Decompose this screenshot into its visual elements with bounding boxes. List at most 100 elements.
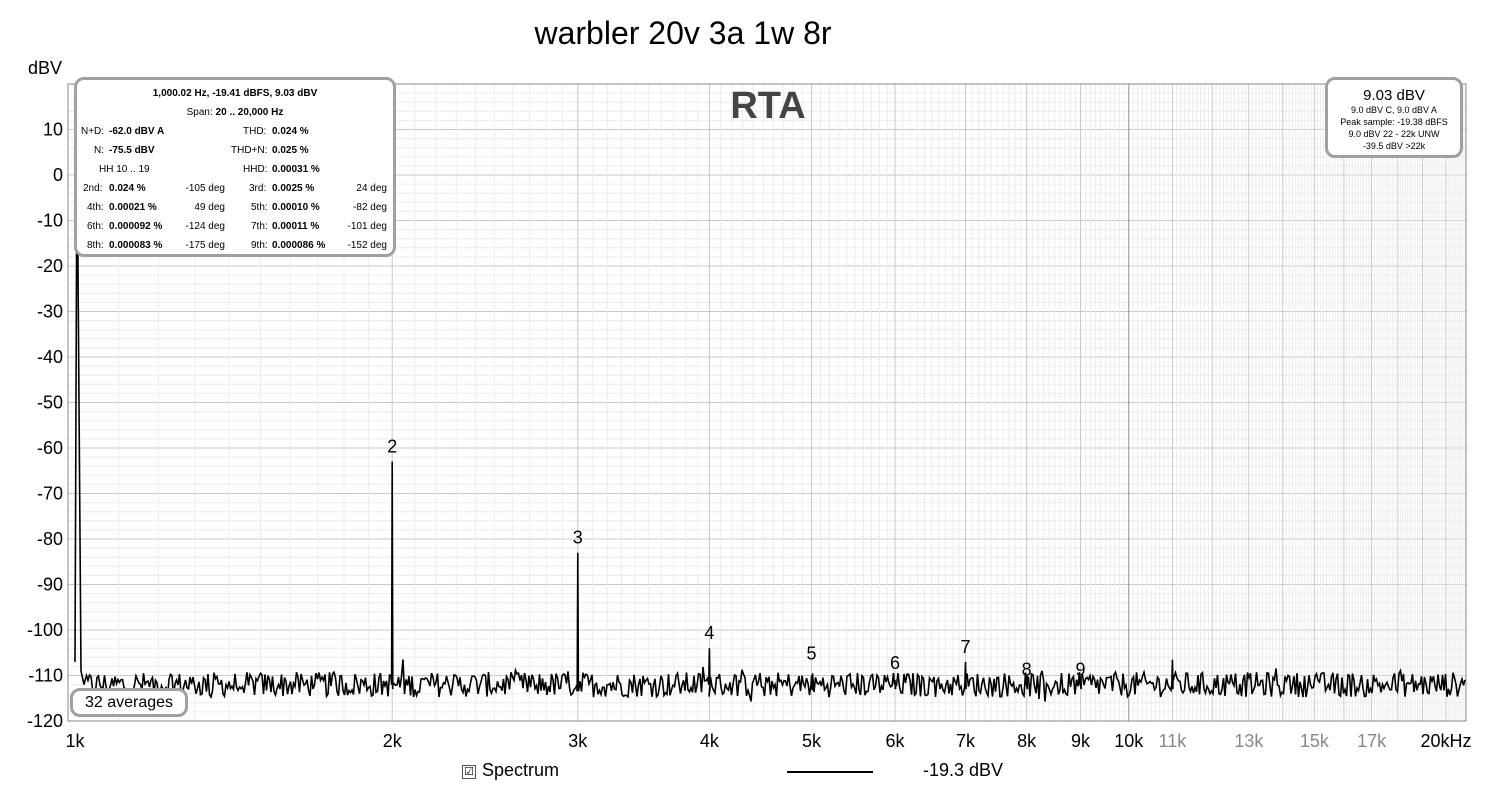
y-tick-label: -70 xyxy=(37,484,63,504)
harmonic-marker-label: 8 xyxy=(1022,660,1032,680)
h2-phase: -105 deg xyxy=(185,183,225,194)
averages-label: 32 averages xyxy=(84,694,174,711)
harmonic-marker-label: 7 xyxy=(961,637,971,657)
y-tick-label: 10 xyxy=(43,120,63,140)
h5-phase: -82 deg xyxy=(353,202,387,213)
legend-series-label: Spectrum xyxy=(482,760,560,780)
harmonic-marker-label: 3 xyxy=(573,528,583,548)
h7-label: 7th: xyxy=(251,221,268,232)
hhd-value: 0.00031 % xyxy=(272,164,320,175)
hhd-label: HHD: xyxy=(243,164,268,175)
y-axis-ticks: 10 0 -10 -20 -30 -40 -50 -60 -70 -80 -90 -100 -110 -1… xyxy=(27,120,63,732)
rta-watermark: RTA xyxy=(730,85,805,127)
h9-value: 0.000086 % xyxy=(272,240,326,251)
y-tick-label: -90 xyxy=(37,575,63,595)
x-tick-label: 1k xyxy=(65,731,85,751)
thd-label: THD: xyxy=(243,126,267,137)
h3-phase: 24 deg xyxy=(356,183,387,194)
legend-value: -19.3 dBV xyxy=(923,760,1004,780)
y-axis-label: dBV xyxy=(28,58,62,78)
x-tick-label: 4k xyxy=(700,731,720,751)
n-value: -75.5 dBV xyxy=(109,145,155,156)
h4-value: 0.00021 % xyxy=(109,202,157,213)
y-tick-label: -40 xyxy=(37,347,63,367)
h8-phase: -175 deg xyxy=(185,240,225,251)
y-tick-label: -60 xyxy=(37,438,63,458)
level-main: 9.03 dBV xyxy=(1363,87,1425,104)
h8-value: 0.000083 % xyxy=(109,240,163,251)
chart-title: warbler 20v 3a 1w 8r xyxy=(533,15,831,51)
level-line-1: 9.0 dBV C, 9.0 dBV A xyxy=(1350,105,1438,115)
h2-value: 0.024 % xyxy=(109,183,146,194)
hh-label: HH 10 .. 19 xyxy=(99,164,150,175)
harmonic-marker-label: 4 xyxy=(704,623,714,643)
thdn-label: THD+N: xyxy=(231,145,268,156)
legend-spectrum[interactable]: ☑ Spectrum xyxy=(462,760,559,781)
y-tick-label: 0 xyxy=(53,165,63,185)
plot-frame xyxy=(67,83,1467,722)
h8-label: 8th: xyxy=(87,240,104,251)
n-label: N: xyxy=(94,145,104,156)
h3-label: 3rd: xyxy=(249,183,267,194)
info-span: Span: 20 .. 20,000 Hz xyxy=(77,107,393,118)
harmonic-marker-label: 5 xyxy=(807,644,817,664)
thdn-value: 0.025 % xyxy=(272,145,309,156)
h5-value: 0.00010 % xyxy=(272,202,320,213)
harmonic-marker-label: 2 xyxy=(387,437,397,457)
x-tick-label: 6k xyxy=(885,731,905,751)
thd-info-box: 1,000.02 Hz, -19.41 dBFS, 9.03 dBV Span:… xyxy=(74,77,396,257)
nd-label: N+D: xyxy=(81,126,105,137)
h7-phase: -101 deg xyxy=(347,221,387,232)
h6-label: 6th: xyxy=(87,221,104,232)
level-line-2: Peak sample: -19.38 dBFS xyxy=(1340,117,1448,127)
y-tick-label: -80 xyxy=(37,529,63,549)
y-tick-label: -110 xyxy=(28,666,63,686)
x-tick-label: 8k xyxy=(1017,731,1037,751)
legend-line-swatch xyxy=(787,771,873,773)
thd-value: 0.024 % xyxy=(272,126,309,137)
harmonic-marker-label: 9 xyxy=(1076,660,1086,680)
h6-phase: -124 deg xyxy=(185,221,225,232)
x-axis-ticks: 1k 2k 3k 4k 5k 6k 7k 8k 9k 10k 11k 13k 15k 17k 20kHz xyxy=(65,731,1471,751)
level-line-4: -39.5 dBV >22k xyxy=(1362,141,1426,151)
y-tick-label: -50 xyxy=(37,393,63,413)
x-tick-label: 15k xyxy=(1300,731,1330,751)
x-tick-label: 3k xyxy=(568,731,588,751)
nd-value: -62.0 dBV A xyxy=(109,126,165,137)
x-tick-label: 17k xyxy=(1357,731,1387,751)
harmonic-marker-label: 6 xyxy=(890,653,900,673)
h2-label: 2nd: xyxy=(83,183,103,194)
h5-label: 5th: xyxy=(251,202,268,213)
x-tick-label: 5k xyxy=(802,731,822,751)
x-tick-label: 13k xyxy=(1234,731,1264,751)
x-tick-label: 10k xyxy=(1114,731,1144,751)
level-line-3: 9.0 dBV 22 - 22k UNW xyxy=(1348,129,1440,139)
y-tick-label: -20 xyxy=(37,256,63,276)
x-tick-label: 11k xyxy=(1159,731,1188,751)
h3-value: 0.0025 % xyxy=(272,183,315,194)
info-header: 1,000.02 Hz, -19.41 dBFS, 9.03 dBV xyxy=(152,88,318,99)
h6-value: 0.000092 % xyxy=(109,221,163,232)
x-tick-label: 2k xyxy=(383,731,403,751)
y-tick-label: -10 xyxy=(37,211,63,231)
h4-phase: 49 deg xyxy=(194,202,225,213)
x-tick-label: 7k xyxy=(956,731,976,751)
level-meter-box: 9.03 dBV 9.0 dBV C, 9.0 dBV A Peak sampl… xyxy=(1325,77,1463,158)
h9-label: 9th: xyxy=(251,240,268,251)
averages-box: 32 averages xyxy=(70,688,188,717)
span-value: 20 .. 20,000 Hz xyxy=(215,107,284,118)
spectrum-checkbox[interactable]: ☑ xyxy=(462,765,476,779)
x-tick-label: 20kHz xyxy=(1420,731,1471,751)
h9-phase: -152 deg xyxy=(347,240,387,251)
grid xyxy=(68,83,1466,722)
h4-label: 4th: xyxy=(87,202,104,213)
span-label: Span: xyxy=(186,107,213,118)
y-tick-label: -100 xyxy=(27,620,63,640)
y-tick-label: -30 xyxy=(37,302,63,322)
h7-value: 0.00011 % xyxy=(272,221,320,232)
harmonic-markers: 2 3 4 5 6 7 8 9 xyxy=(387,437,1085,680)
spectrum-series-line xyxy=(74,134,1466,702)
x-tick-label: 9k xyxy=(1071,731,1091,751)
y-tick-label: -120 xyxy=(27,711,63,731)
